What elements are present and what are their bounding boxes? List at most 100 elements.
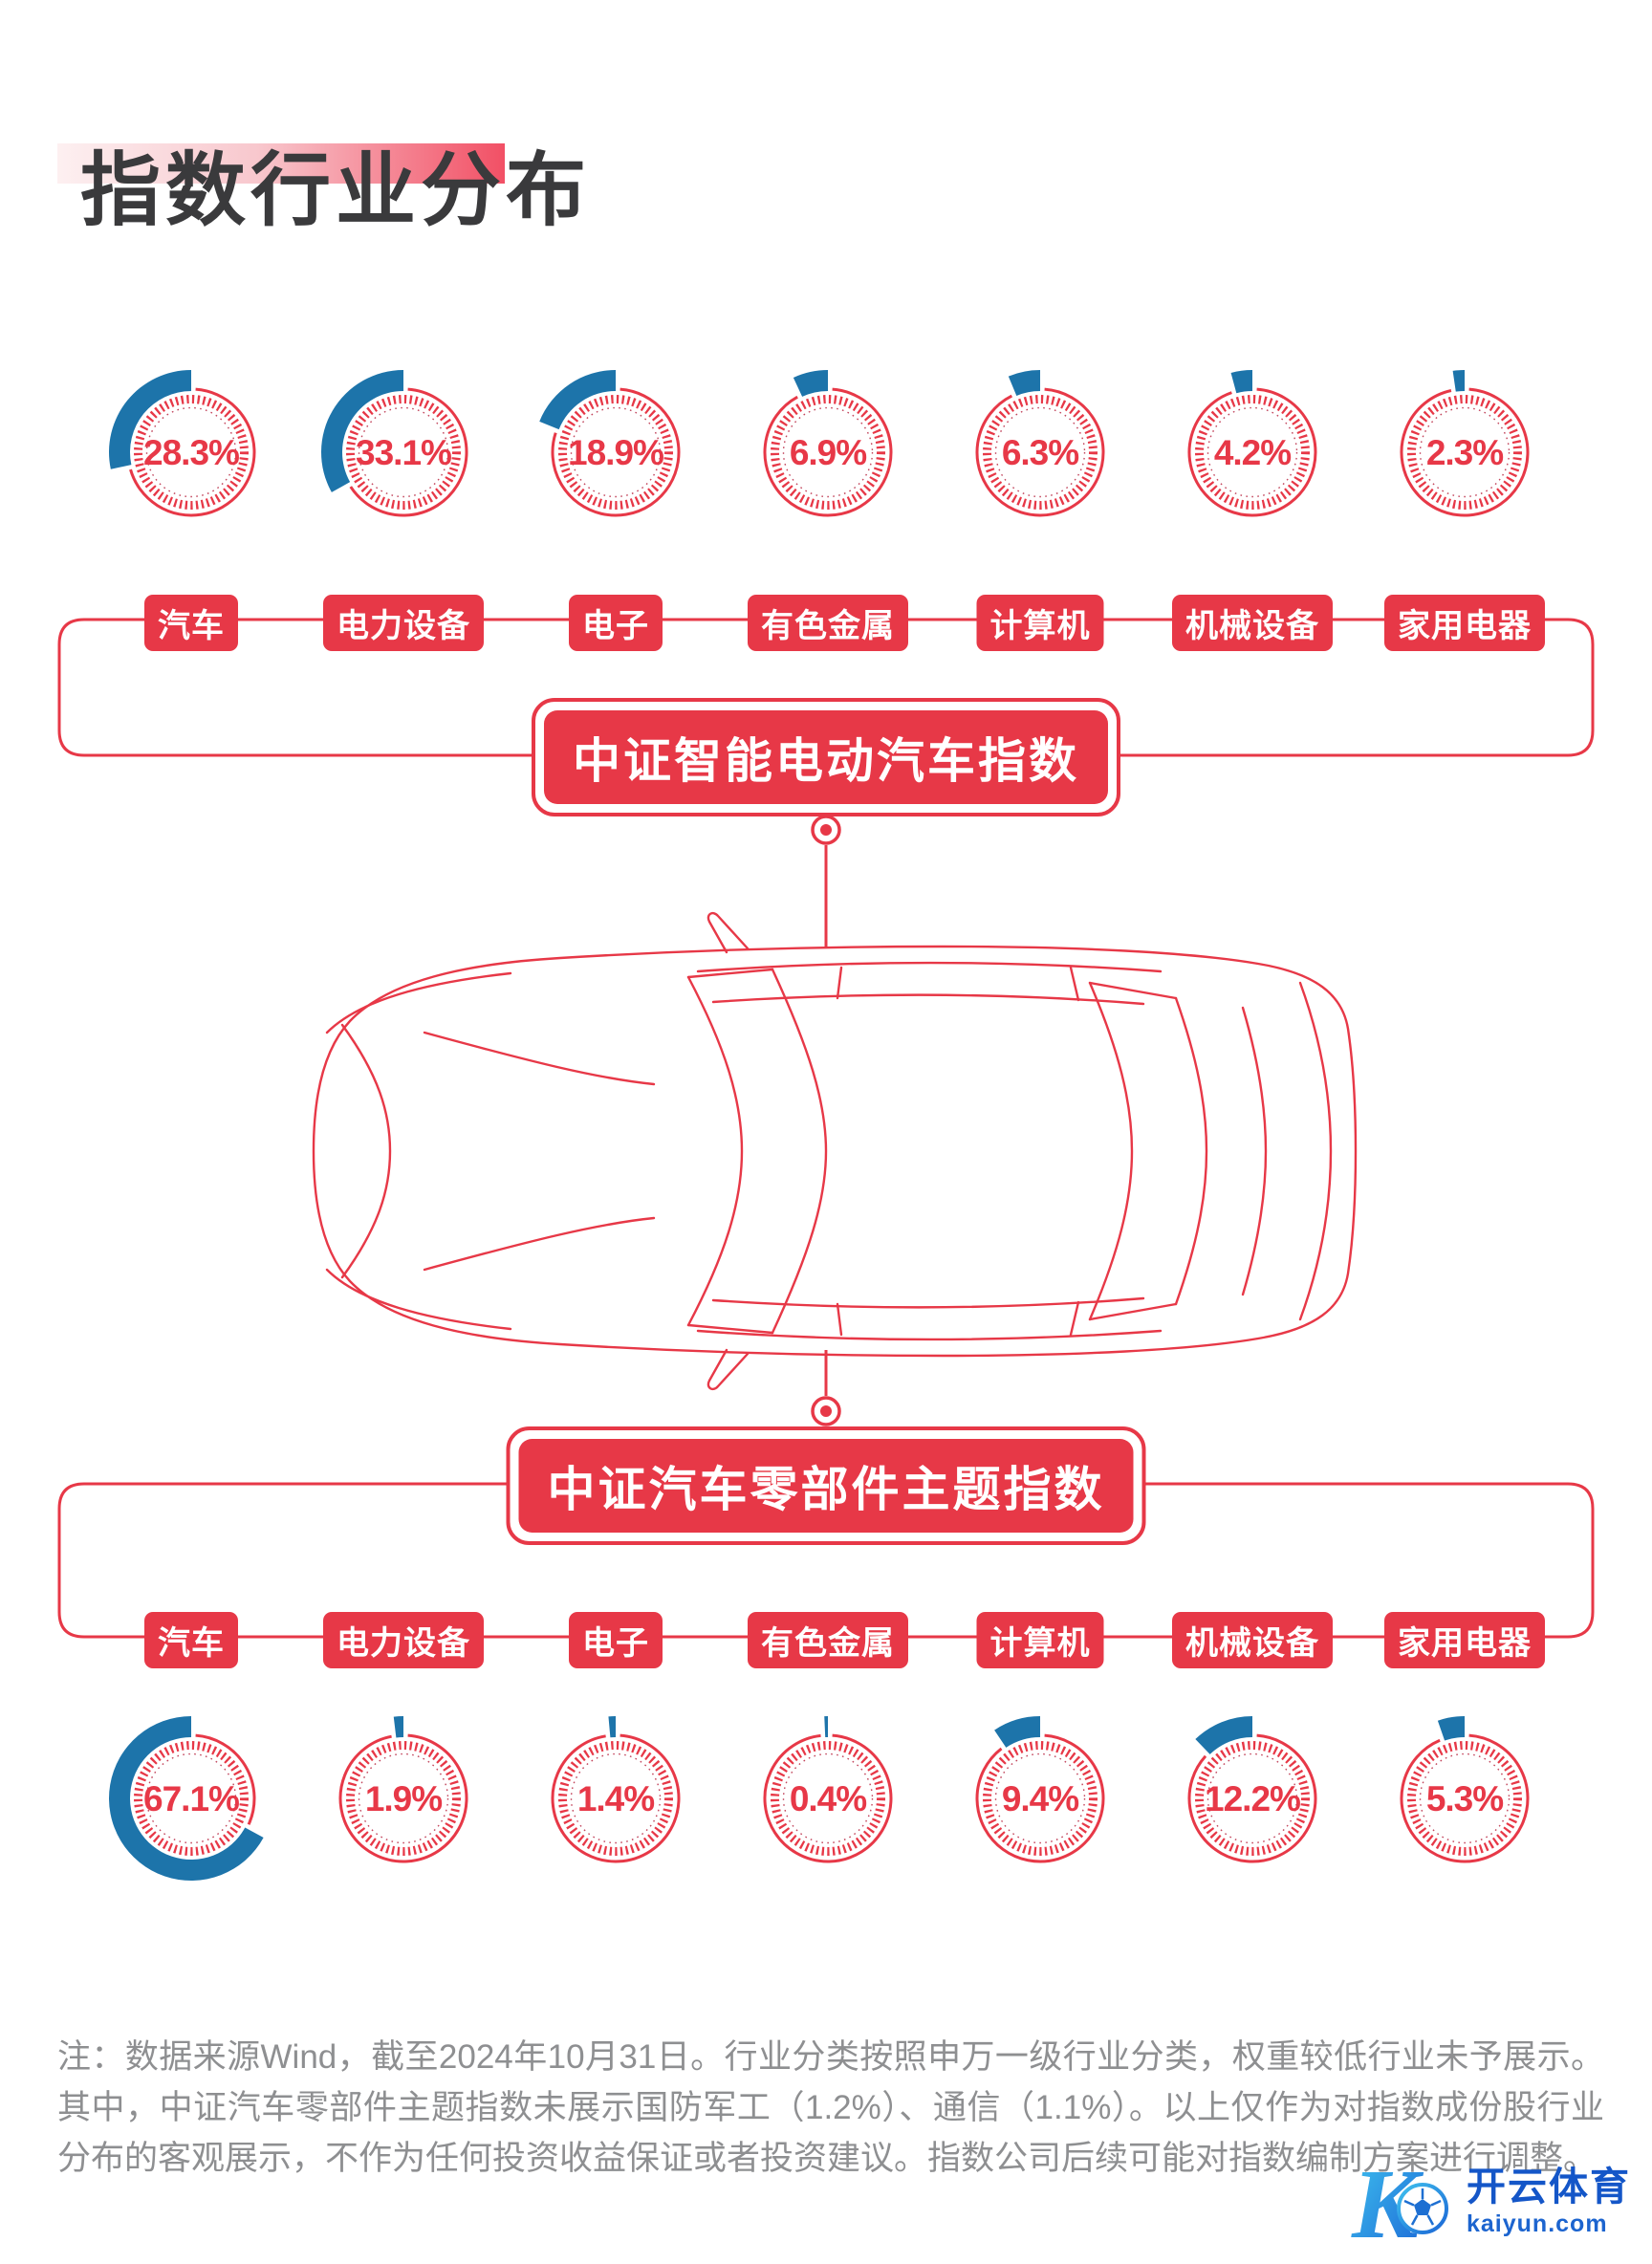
gauge-arc xyxy=(108,370,191,469)
gauge-r1-c3: 18.9% xyxy=(527,363,705,541)
tick-ring xyxy=(134,395,249,510)
industry-chip-r1-c7: 家用电器 xyxy=(1384,595,1545,651)
gauge-percent-label: 9.4% xyxy=(1002,1779,1078,1818)
brand-logo: K 开云体育 kaiyun.com xyxy=(1350,2149,1631,2254)
dotted-ring xyxy=(570,1752,662,1844)
dotted-ring xyxy=(782,406,874,498)
gauge-percent-label: 33.1% xyxy=(356,433,451,472)
industry-chip-r1-c3: 电子 xyxy=(569,595,663,651)
gauge-arc xyxy=(1008,370,1040,396)
gauge-arc xyxy=(1437,1716,1465,1741)
gauge-r2-c2: 1.9% xyxy=(315,1709,492,1887)
dotted-ring xyxy=(145,1752,237,1844)
tick-ring xyxy=(558,395,673,510)
gauge-percent-label: 28.3% xyxy=(143,433,239,472)
dotted-ring xyxy=(1419,1752,1511,1844)
industry-chip-r1-c6: 机械设备 xyxy=(1172,595,1333,651)
gauge-r2-c5: 9.4% xyxy=(951,1709,1129,1887)
gauge-r2-c6: 12.2% xyxy=(1163,1709,1341,1887)
industry-chip-r2-c3: 电子 xyxy=(569,1612,663,1668)
gauge-percent-label: 6.9% xyxy=(790,433,866,472)
index-box-bottom: 中证汽车零部件主题指数 xyxy=(506,1426,1146,1545)
gauge-r1-c6: 4.2% xyxy=(1163,363,1341,541)
industry-chip-r1-c4: 有色金属 xyxy=(748,595,908,651)
gauge-percent-label: 18.9% xyxy=(568,433,663,472)
tick-ring xyxy=(134,1741,249,1856)
gauge-r1-c5: 6.3% xyxy=(951,363,1129,541)
gauge-percent-label: 0.4% xyxy=(790,1779,866,1818)
index-box-top: 中证智能电动汽车指数 xyxy=(532,698,1120,816)
dotted-ring xyxy=(570,406,662,498)
industry-chip-r2-c5: 计算机 xyxy=(976,1612,1104,1668)
industry-chip-r1-c2: 电力设备 xyxy=(323,595,484,651)
tick-ring xyxy=(771,1741,885,1856)
gauge-percent-label: 1.9% xyxy=(365,1779,442,1818)
tick-ring xyxy=(1407,395,1522,510)
dotted-ring xyxy=(145,406,237,498)
index-box-bottom-label: 中证汽车零部件主题指数 xyxy=(518,1439,1134,1533)
dotted-ring xyxy=(1206,1752,1298,1844)
industry-chip-r2-c4: 有色金属 xyxy=(748,1612,908,1668)
gauge-percent-label: 1.4% xyxy=(577,1779,654,1818)
industry-chip-r1-c1: 汽车 xyxy=(144,595,238,651)
tick-ring xyxy=(1407,1741,1522,1856)
industry-chip-r2-c1: 汽车 xyxy=(144,1612,238,1668)
dotted-ring xyxy=(994,1752,1086,1844)
side-mirror-bottom xyxy=(706,1348,750,1391)
dotted-ring xyxy=(1206,406,1298,498)
tick-ring xyxy=(1195,395,1310,510)
gauge-percent-label: 4.2% xyxy=(1214,433,1291,472)
gauge-arc xyxy=(321,370,403,492)
gauge-arc xyxy=(393,1716,403,1738)
gauge-arc xyxy=(824,1716,828,1738)
gauge-arc xyxy=(1230,370,1252,394)
industry-chip-r2-c6: 机械设备 xyxy=(1172,1612,1333,1668)
gauge-percent-label: 2.3% xyxy=(1426,433,1503,472)
gauge-percent-label: 67.1% xyxy=(143,1779,239,1818)
gauge-r2-c4: 0.4% xyxy=(739,1709,917,1887)
industry-chip-r1-c5: 计算机 xyxy=(976,595,1104,651)
gauge-r1-c2: 33.1% xyxy=(315,363,492,541)
gauge-r1-c4: 6.9% xyxy=(739,363,917,541)
tick-ring xyxy=(1195,1741,1310,1856)
gauge-r1-c7: 2.3% xyxy=(1376,363,1554,541)
tick-ring xyxy=(346,1741,461,1856)
index-box-top-label: 中证智能电动汽车指数 xyxy=(544,710,1108,804)
industry-chip-r2-c7: 家用电器 xyxy=(1384,1612,1545,1668)
dotted-ring xyxy=(1419,406,1511,498)
gauge-percent-label: 5.3% xyxy=(1426,1779,1503,1818)
tick-ring xyxy=(771,395,885,510)
dotted-ring xyxy=(358,1752,449,1844)
logo-k-monogram: K xyxy=(1351,2149,1448,2254)
gauge-arc xyxy=(793,370,828,397)
gauge-r2-c3: 1.4% xyxy=(527,1709,705,1887)
side-mirror-top xyxy=(706,911,750,954)
title-highlight-bar xyxy=(57,143,505,184)
gauge-r2-c1: 67.1% xyxy=(102,1709,280,1887)
gauge-arc xyxy=(1195,1716,1252,1754)
gauge-arc xyxy=(539,370,616,430)
tick-ring xyxy=(346,395,461,510)
tick-ring xyxy=(983,395,1098,510)
gauge-arc xyxy=(1452,370,1465,392)
gauge-arc xyxy=(608,1716,616,1738)
gauge-percent-label: 12.2% xyxy=(1205,1779,1300,1818)
brand-domain: kaiyun.com xyxy=(1467,2210,1608,2238)
gauge-percent-label: 6.3% xyxy=(1002,433,1078,472)
page-title: 指数行业分布 xyxy=(80,145,592,236)
brand-name: 开云体育 xyxy=(1467,2165,1631,2210)
dotted-ring xyxy=(358,406,449,498)
industry-chip-r2-c2: 电力设备 xyxy=(323,1612,484,1668)
connector-dot-top xyxy=(811,815,841,845)
dotted-ring xyxy=(782,1752,874,1844)
footnote: 注：数据来源Wind，截至2024年10月31日。行业分类按照申万一级行业分类，… xyxy=(57,2038,1604,2178)
tick-ring xyxy=(983,1741,1098,1856)
tick-ring xyxy=(558,1741,673,1856)
gauge-arc xyxy=(994,1716,1040,1748)
gauge-r1-c1: 28.3% xyxy=(102,363,280,541)
dotted-ring xyxy=(994,406,1086,498)
connector-dot-bottom xyxy=(811,1396,841,1426)
car-top-view-illustration xyxy=(312,911,1358,1391)
gauge-r2-c7: 5.3% xyxy=(1376,1709,1554,1887)
